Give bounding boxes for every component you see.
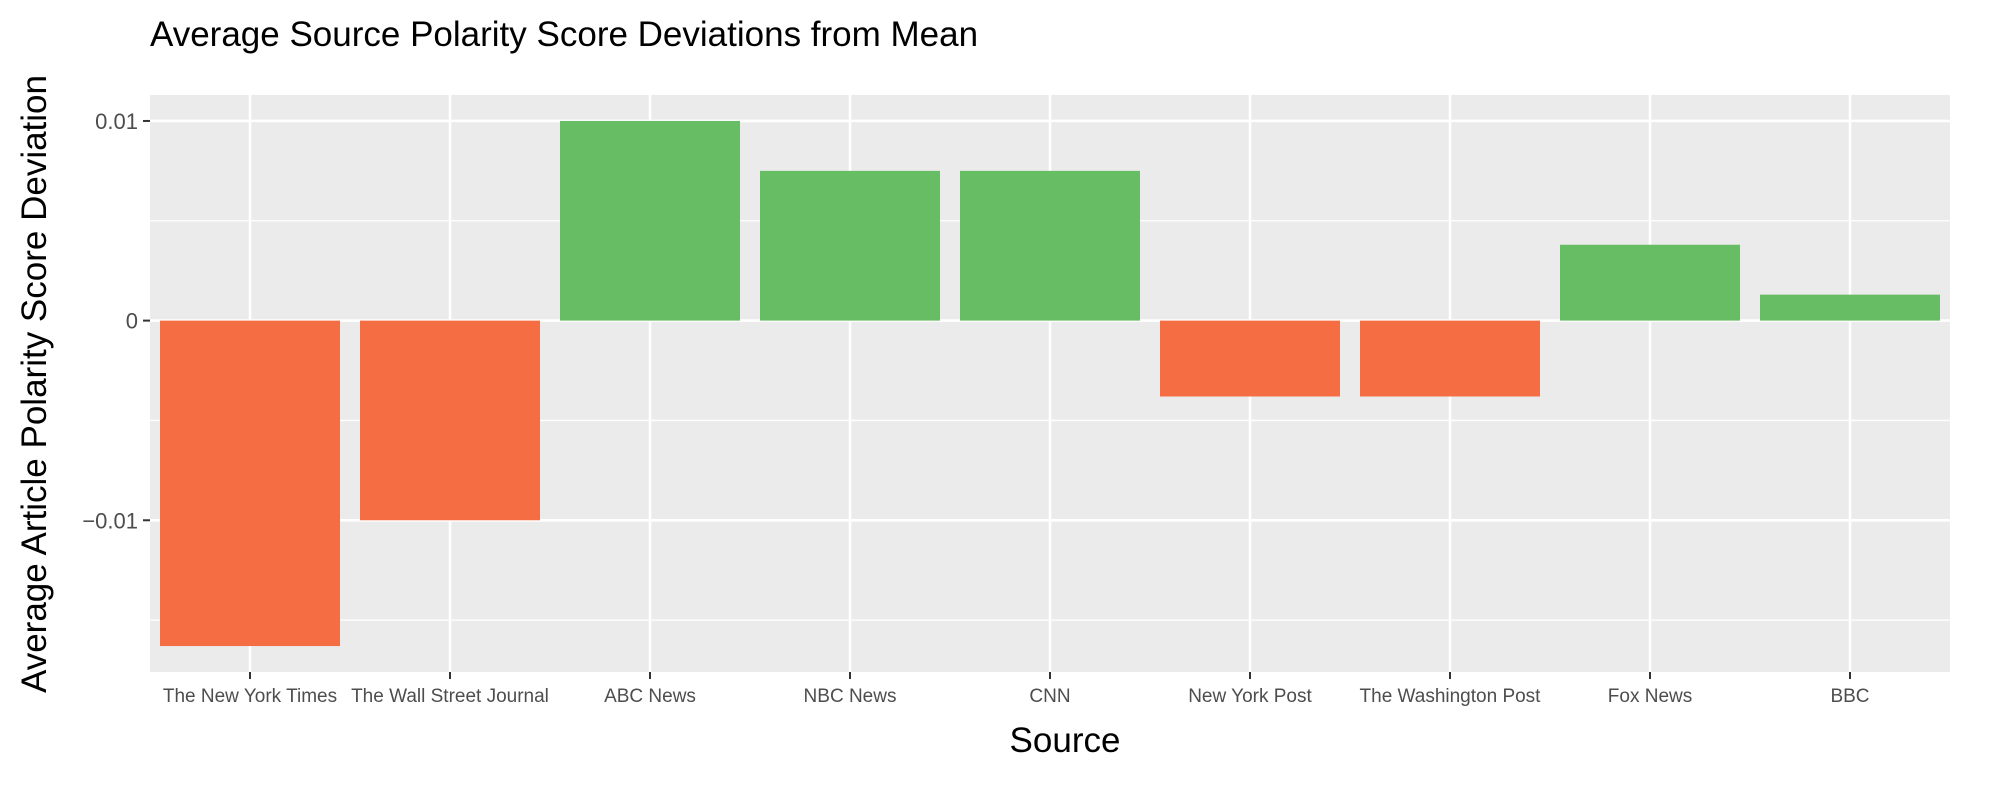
bars bbox=[160, 120, 1940, 647]
y-tick-label: 0.01 bbox=[95, 109, 138, 134]
bar bbox=[160, 320, 340, 647]
y-axis: 0.01 0 −0.01 bbox=[82, 109, 150, 533]
y-tick-label: 0 bbox=[126, 309, 138, 334]
bar bbox=[560, 120, 740, 321]
x-tick-label: The Washington Post bbox=[1360, 686, 1542, 707]
chart-title: Average Source Polarity Score Deviations… bbox=[150, 15, 978, 54]
y-axis-title: Average Article Polarity Score Deviation bbox=[15, 75, 54, 693]
x-tick-label: BBC bbox=[1830, 686, 1869, 707]
x-axis: The New York Times The Wall Street Journa… bbox=[163, 672, 1870, 707]
x-tick-label: CNN bbox=[1029, 686, 1070, 707]
bar bbox=[960, 170, 1140, 321]
bar bbox=[1160, 320, 1340, 397]
x-tick-label: New York Post bbox=[1188, 686, 1312, 707]
x-tick-label: The New York Times bbox=[163, 686, 337, 707]
bar bbox=[1360, 320, 1540, 397]
x-tick-label: ABC News bbox=[604, 686, 696, 707]
bar bbox=[760, 170, 940, 321]
x-tick-label: The Wall Street Journal bbox=[351, 686, 549, 707]
bar bbox=[1560, 244, 1740, 321]
x-tick-label: NBC News bbox=[804, 686, 897, 707]
bar bbox=[360, 320, 540, 521]
bar bbox=[1760, 294, 1940, 321]
x-tick-label: Fox News bbox=[1608, 686, 1692, 707]
x-axis-title: Source bbox=[1010, 721, 1121, 760]
y-tick-label: −0.01 bbox=[82, 508, 138, 533]
